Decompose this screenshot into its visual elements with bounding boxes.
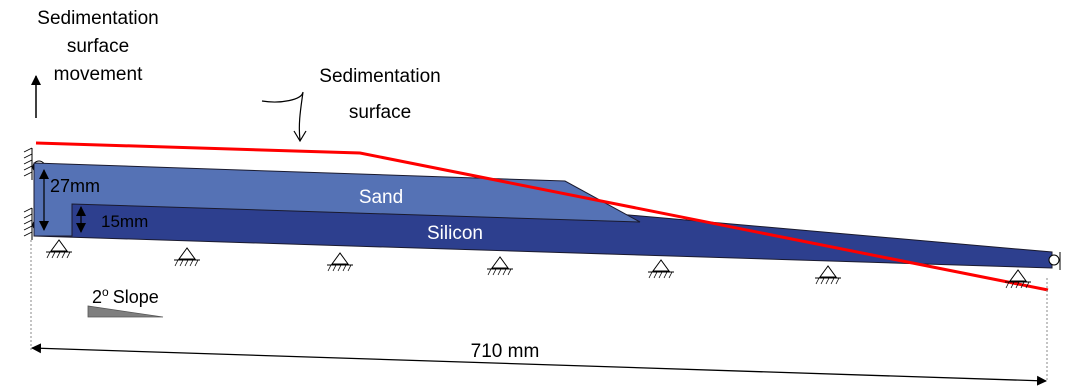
length-dimension-arrow xyxy=(31,343,1047,386)
base-support-6 xyxy=(814,265,842,285)
base-support-3 xyxy=(326,252,354,272)
slope-label: 2o Slope xyxy=(92,285,159,307)
sand-label: Sand xyxy=(359,187,403,208)
movement-label-line3: movement xyxy=(54,64,143,85)
sedimentation-surface-line xyxy=(35,141,1049,292)
sand-layer xyxy=(33,162,641,237)
base-support-2 xyxy=(173,247,201,267)
movement-label-line2: surface xyxy=(67,36,129,57)
dimension-15mm-label: 15mm xyxy=(101,212,148,231)
surface-pointer xyxy=(261,91,304,141)
right-end-support xyxy=(1048,252,1061,270)
surface-label-line1: Sedimentation xyxy=(319,66,440,87)
base-support-5 xyxy=(647,259,675,279)
base-support-1 xyxy=(45,239,73,259)
surface-label-line2: surface xyxy=(349,102,411,123)
dimension-27mm-label: 27mm xyxy=(50,176,100,196)
length-label: 710 mm xyxy=(471,341,540,362)
silicon-label: Silicon xyxy=(427,223,483,244)
movement-label-line1: Sedimentation xyxy=(37,8,158,29)
base-support-4 xyxy=(486,256,514,276)
slope-wedge xyxy=(87,305,164,318)
